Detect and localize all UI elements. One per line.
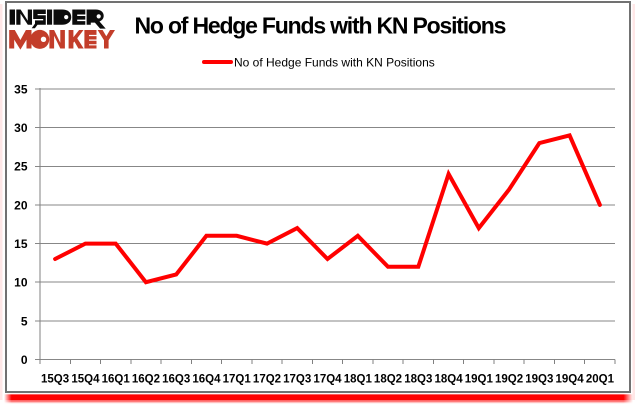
svg-text:19Q3: 19Q3 [525, 374, 553, 386]
svg-text:15: 15 [14, 237, 28, 251]
svg-text:10: 10 [14, 276, 28, 290]
svg-text:16Q1: 16Q1 [102, 374, 131, 386]
svg-text:35: 35 [14, 82, 28, 96]
svg-text:20: 20 [14, 198, 28, 212]
svg-text:18Q3: 18Q3 [404, 374, 432, 386]
svg-text:17Q2: 17Q2 [253, 374, 281, 386]
svg-text:16Q4: 16Q4 [192, 374, 221, 386]
svg-text:5: 5 [21, 314, 28, 328]
svg-text:19Q2: 19Q2 [495, 374, 523, 386]
svg-text:16Q3: 16Q3 [162, 374, 190, 386]
svg-text:15Q4: 15Q4 [71, 374, 100, 386]
svg-text:17Q1: 17Q1 [223, 374, 252, 386]
svg-text:19Q4: 19Q4 [556, 374, 585, 386]
svg-text:18Q1: 18Q1 [344, 374, 373, 386]
svg-text:18Q2: 18Q2 [374, 374, 402, 386]
svg-text:No of Hedge Funds with KN Posi: No of Hedge Funds with KN Positions [234, 56, 435, 70]
svg-text:0: 0 [21, 353, 28, 367]
svg-text:20Q1: 20Q1 [586, 374, 615, 386]
svg-text:18Q4: 18Q4 [435, 374, 464, 386]
svg-text:17Q3: 17Q3 [283, 374, 311, 386]
svg-text:No of Hedge Funds with KN Posi: No of Hedge Funds with KN Positions [135, 13, 506, 39]
svg-text:30: 30 [14, 121, 28, 135]
svg-text:16Q2: 16Q2 [132, 374, 160, 386]
svg-text:17Q4: 17Q4 [313, 374, 342, 386]
svg-text:25: 25 [14, 160, 28, 174]
svg-text:15Q3: 15Q3 [41, 374, 69, 386]
svg-text:19Q1: 19Q1 [465, 374, 494, 386]
